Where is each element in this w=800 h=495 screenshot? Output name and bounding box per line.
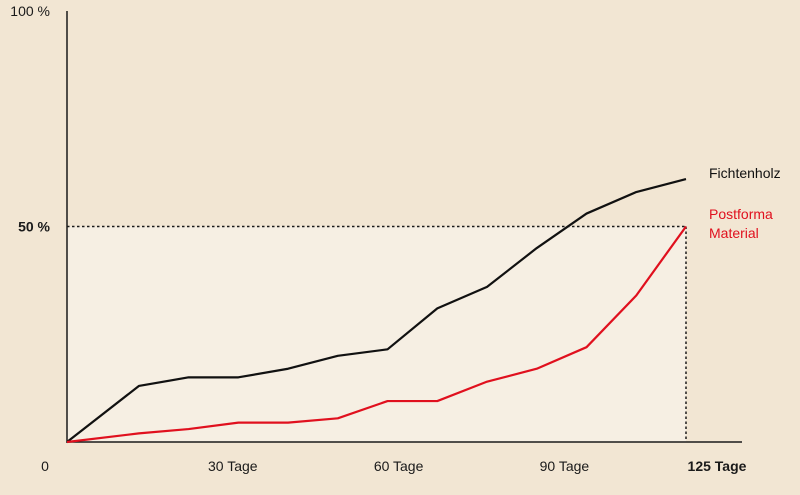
series-line-1 <box>66 225 687 444</box>
x-tick-label: 60 Tage <box>374 458 424 474</box>
y-tick-label: 100 % <box>10 3 50 19</box>
y-tick-label: 0 <box>41 458 49 474</box>
x-tick-label: 125 Tage <box>688 458 747 474</box>
highlight-region <box>67 226 686 442</box>
legend-label-0: Fichtenholz <box>709 165 781 181</box>
y-tick-label: 50 % <box>18 219 50 235</box>
x-tick-label: 90 Tage <box>540 458 590 474</box>
x-tick-label: 30 Tage <box>208 458 258 474</box>
legend-label-1: Postforma Material <box>709 206 773 241</box>
series-line-0 <box>66 178 687 443</box>
